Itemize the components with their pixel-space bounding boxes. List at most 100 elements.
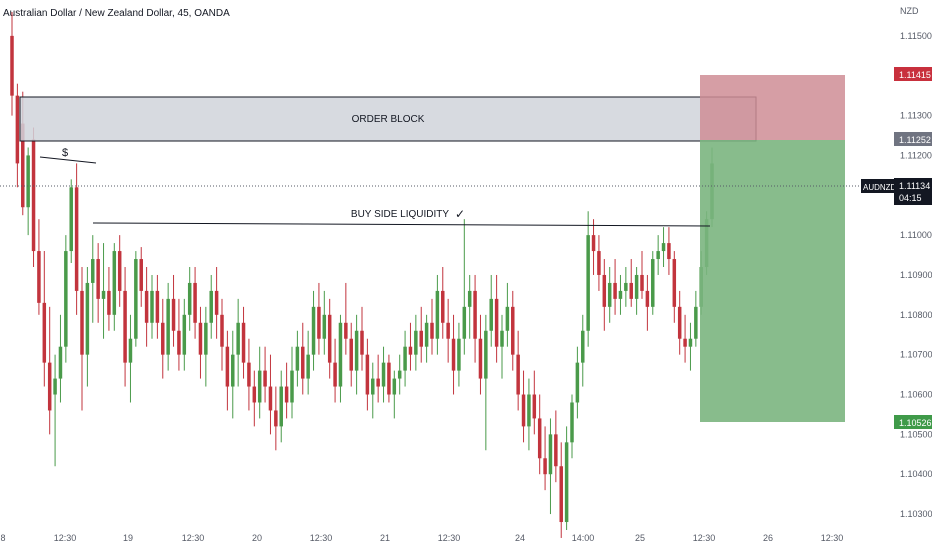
check-mark-icon: ✓ xyxy=(455,207,465,221)
candle-body xyxy=(607,282,612,307)
candle xyxy=(209,274,213,339)
candle-body xyxy=(214,290,219,315)
candle xyxy=(107,267,111,331)
candle xyxy=(554,410,558,483)
candle xyxy=(586,211,590,347)
candle-body xyxy=(317,306,321,339)
candle xyxy=(263,346,267,403)
candle-body xyxy=(591,235,596,252)
candle xyxy=(645,274,650,331)
candle-body xyxy=(150,290,154,323)
candle xyxy=(327,298,332,379)
plot-area[interactable] xyxy=(10,11,714,538)
candle-body xyxy=(581,330,585,363)
candle xyxy=(489,274,493,347)
candle xyxy=(424,314,429,363)
candle-body xyxy=(295,346,300,371)
candle-body xyxy=(311,306,316,355)
candle-body xyxy=(521,394,526,427)
candle-body xyxy=(451,338,456,371)
order-block-zone[interactable] xyxy=(19,96,757,142)
candle-body xyxy=(117,251,122,291)
candle-body xyxy=(613,282,617,299)
candle xyxy=(548,418,553,515)
candle xyxy=(414,314,418,371)
candle xyxy=(322,290,327,355)
candle xyxy=(570,394,574,459)
candle xyxy=(247,338,251,411)
candle xyxy=(96,243,100,323)
candle-body xyxy=(144,290,149,323)
candle xyxy=(360,306,364,371)
candle xyxy=(15,83,20,188)
candle-body xyxy=(58,346,63,379)
candle-body xyxy=(306,354,310,379)
buy-side-liquidity-line[interactable] xyxy=(92,222,711,227)
candle-body xyxy=(500,330,504,347)
stop-loss-zone[interactable] xyxy=(700,75,845,140)
time-axis[interactable]: 8 12:30 19 12:30 20 12:30 21 12:30 24 14:00 25 12:3… xyxy=(0,533,843,543)
candle xyxy=(301,322,305,395)
candle-body xyxy=(494,298,499,347)
price-tick-label: 1.11200 xyxy=(900,150,932,160)
candle-body xyxy=(263,370,267,387)
candle-body xyxy=(478,338,483,379)
candle-body xyxy=(220,314,224,347)
svg-text:1.10526: 1.10526 xyxy=(899,418,932,428)
time-tick-label: 25 xyxy=(635,533,645,543)
take-profit-zone[interactable] xyxy=(700,140,845,422)
candle-body xyxy=(47,362,52,411)
candle-body xyxy=(290,370,294,403)
candle xyxy=(381,346,386,403)
candle-body xyxy=(371,378,375,395)
candle xyxy=(376,354,380,403)
candle-body xyxy=(123,290,127,363)
candle-body xyxy=(624,282,628,291)
candle xyxy=(182,298,187,371)
candle xyxy=(532,370,537,435)
candle-body xyxy=(247,362,251,387)
time-tick-label: 24 xyxy=(515,533,525,543)
candle xyxy=(516,330,520,411)
candle xyxy=(457,322,461,387)
time-tick-label: 12:30 xyxy=(310,533,333,543)
price-tick-label: 1.10400 xyxy=(900,469,932,479)
candle-body xyxy=(586,235,590,331)
time-tick-label: 12:30 xyxy=(182,533,205,543)
candle xyxy=(478,314,483,395)
candle xyxy=(624,267,628,307)
candle xyxy=(290,346,294,419)
candle xyxy=(236,298,240,387)
candle-body xyxy=(634,274,639,299)
dollar-mark: $ xyxy=(62,147,68,159)
candle xyxy=(543,426,547,491)
price-tick-label: 1.10700 xyxy=(900,350,932,360)
candle xyxy=(214,267,219,339)
candle-body xyxy=(575,362,580,403)
candle xyxy=(231,330,235,419)
candle-body xyxy=(344,322,348,339)
candle-body xyxy=(74,187,79,291)
candle xyxy=(392,370,397,419)
candle xyxy=(317,282,321,355)
candle-body xyxy=(441,290,445,323)
candle xyxy=(602,259,607,331)
candle-body xyxy=(419,330,423,347)
candle xyxy=(661,227,666,267)
countdown-timer: 04:15 xyxy=(899,193,922,203)
candle xyxy=(521,370,526,443)
chart-title: Australian Dollar / New Zealand Dollar, … xyxy=(3,8,230,19)
candle-body xyxy=(473,290,477,339)
order-block-label: ORDER BLOCK xyxy=(352,114,425,125)
candle xyxy=(435,274,440,355)
candle xyxy=(607,267,612,323)
candle-body xyxy=(101,290,106,299)
candle-body xyxy=(392,378,397,395)
candle xyxy=(279,370,283,443)
candle xyxy=(408,322,413,371)
target-price-badge: 1.10526 xyxy=(894,415,932,429)
candle xyxy=(683,314,687,363)
liquidity-sweep-line[interactable] xyxy=(39,156,97,164)
price-axis[interactable]: NZD 1.115001.114001.113001.112001.111001… xyxy=(900,6,932,519)
candle xyxy=(198,306,203,379)
